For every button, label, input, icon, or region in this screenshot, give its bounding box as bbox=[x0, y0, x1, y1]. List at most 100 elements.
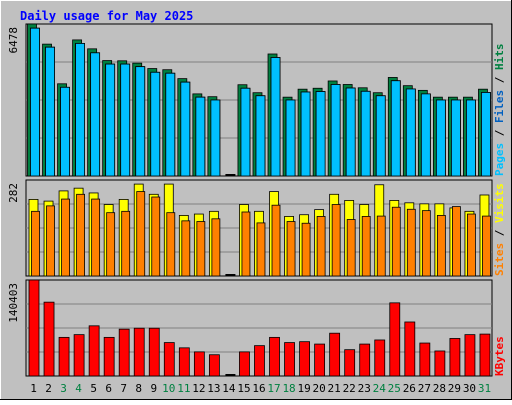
day-label-22: 22 bbox=[343, 382, 356, 395]
bar-pages-day-29 bbox=[451, 99, 461, 177]
day-label-27: 27 bbox=[418, 382, 431, 395]
panel-middle: 282 Sites / Visits bbox=[7, 179, 506, 277]
day-label-8: 8 bbox=[135, 382, 142, 395]
bar-pages-day-2 bbox=[45, 46, 55, 177]
bar-sites-day-11 bbox=[181, 220, 191, 277]
bar-sites-day-3 bbox=[61, 198, 70, 277]
bar-kbytes-day-5 bbox=[88, 325, 100, 377]
bar-sites-day-1 bbox=[31, 210, 40, 277]
bar-pages-day-12 bbox=[195, 96, 206, 177]
bar-sites-day-26 bbox=[406, 208, 416, 277]
day-label-4: 4 bbox=[75, 382, 82, 395]
bar-sites-day-4 bbox=[76, 193, 85, 277]
bar-sites-day-19 bbox=[301, 222, 311, 277]
bar-pages-day-26 bbox=[405, 88, 416, 177]
day-labels-layer: 1 2 3 4 5 6 7 8 9 10 11 12 13 14 15 16 17 18 19 20 21 22 23 24 2… bbox=[30, 382, 491, 395]
bar-pages-day-1 bbox=[30, 27, 40, 177]
panel-max-label: 282 bbox=[7, 183, 20, 203]
bar-kbytes-day-20 bbox=[314, 343, 326, 377]
bar-sites-day-16 bbox=[256, 222, 266, 277]
bar-kbytes-day-27 bbox=[419, 342, 431, 377]
series-label-part: Sites bbox=[493, 243, 506, 276]
bar-pages-day-28 bbox=[435, 99, 446, 177]
day-label-9: 9 bbox=[150, 382, 157, 395]
bar-pages-day-30 bbox=[466, 99, 476, 177]
bar-sites-day-20 bbox=[316, 216, 326, 277]
series-label-part: / bbox=[493, 70, 506, 90]
bar-kbytes-day-30 bbox=[464, 334, 476, 377]
panel-bottom: 140403 KBytes bbox=[7, 279, 506, 377]
bar-pages-day-3 bbox=[60, 86, 70, 177]
bar-kbytes-day-21 bbox=[329, 332, 341, 377]
bar-kbytes-day-3 bbox=[58, 336, 70, 377]
day-label-1: 1 bbox=[30, 382, 37, 395]
bar-sites-day-5 bbox=[91, 198, 101, 277]
bar-pages-day-5 bbox=[90, 52, 101, 177]
bar-pages-day-17 bbox=[270, 57, 281, 177]
bar-kbytes-day-16 bbox=[254, 345, 265, 377]
day-label-20: 20 bbox=[313, 382, 326, 395]
bar-pages-day-4 bbox=[75, 43, 85, 177]
bar-sites-day-6 bbox=[106, 212, 116, 277]
bar-pages-day-8 bbox=[135, 66, 146, 177]
bar-pages-day-20 bbox=[315, 91, 326, 177]
day-label-24: 24 bbox=[373, 382, 387, 395]
bar-kbytes-day-17 bbox=[269, 336, 280, 377]
day-label-11: 11 bbox=[177, 382, 190, 395]
panels-layer: 6478 Pages / Files / Hits 282 Sites / Visit… bbox=[7, 23, 506, 377]
bar-sites-day-7 bbox=[121, 210, 131, 277]
day-label-15: 15 bbox=[237, 382, 250, 395]
bar-kbytes-day-23 bbox=[359, 343, 371, 377]
bar-sites-day-10 bbox=[166, 212, 176, 277]
day-label-2: 2 bbox=[45, 382, 52, 395]
bar-kbytes-day-24 bbox=[374, 339, 386, 377]
bar-pages-day-19 bbox=[300, 91, 311, 177]
bar-sites-day-27 bbox=[421, 210, 431, 277]
day-label-7: 7 bbox=[120, 382, 127, 395]
bar-sites-day-29 bbox=[452, 206, 461, 277]
bar-sites-day-12 bbox=[196, 221, 206, 277]
day-label-29: 29 bbox=[448, 382, 461, 395]
bar-kbytes-day-6 bbox=[103, 336, 115, 377]
bar-pages-day-31 bbox=[481, 92, 491, 177]
bar-pages-day-16 bbox=[255, 95, 266, 177]
bar-kbytes-day-29 bbox=[449, 338, 461, 377]
bar-kbytes-day-8 bbox=[133, 327, 145, 377]
day-label-12: 12 bbox=[192, 382, 205, 395]
bar-sites-day-21 bbox=[331, 204, 341, 277]
bar-pages-day-9 bbox=[150, 71, 161, 177]
bar-sites-day-8 bbox=[136, 191, 146, 277]
panel-top: 6478 Pages / Files / Hits bbox=[7, 23, 506, 177]
bar-sites-day-17 bbox=[271, 204, 281, 277]
day-label-13: 13 bbox=[207, 382, 220, 395]
bar-kbytes-day-26 bbox=[404, 321, 416, 377]
bar-kbytes-day-18 bbox=[284, 342, 295, 377]
bar-kbytes-day-11 bbox=[178, 347, 190, 377]
bar-kbytes-day-10 bbox=[163, 342, 175, 377]
bar-sites-day-31 bbox=[482, 215, 491, 277]
bar-pages-day-18 bbox=[285, 99, 296, 177]
day-label-18: 18 bbox=[282, 382, 295, 395]
bar-pages-day-25 bbox=[390, 80, 401, 177]
bar-pages-day-10 bbox=[165, 72, 176, 177]
series-label-part: Pages bbox=[493, 143, 506, 176]
bar-kbytes-day-2 bbox=[43, 301, 55, 377]
bar-kbytes-day-31 bbox=[479, 333, 491, 377]
day-label-28: 28 bbox=[433, 382, 446, 395]
panel-max-label: 140403 bbox=[7, 283, 20, 323]
bar-sites-day-9 bbox=[151, 196, 161, 277]
panel-series-label: KBytes bbox=[493, 336, 506, 376]
bar-kbytes-day-1 bbox=[28, 279, 40, 377]
bar-pages-day-6 bbox=[105, 63, 116, 177]
bar-sites-day-18 bbox=[286, 221, 296, 277]
series-label-part: / bbox=[493, 123, 506, 143]
day-label-6: 6 bbox=[105, 382, 112, 395]
bar-pages-day-22 bbox=[345, 87, 356, 177]
chart-title: Daily usage for May 2025 bbox=[20, 9, 193, 23]
bar-kbytes-day-4 bbox=[73, 334, 85, 377]
bar-pages-day-24 bbox=[375, 95, 386, 177]
series-label-part: / bbox=[493, 223, 506, 243]
day-label-3: 3 bbox=[60, 382, 67, 395]
